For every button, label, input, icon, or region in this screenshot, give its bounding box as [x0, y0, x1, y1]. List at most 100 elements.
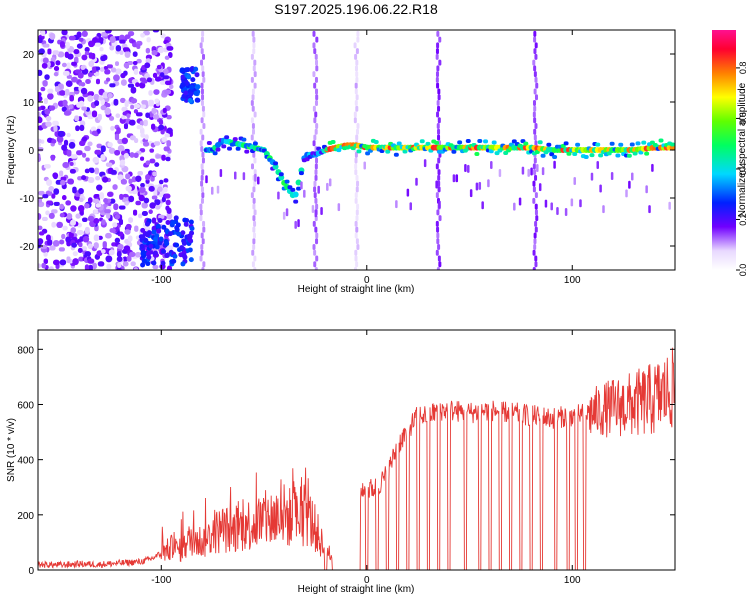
heatmap-cell [575, 142, 581, 147]
heatmap-cell [131, 176, 137, 183]
heatmap-cell [354, 53, 358, 60]
heatmap-cell [549, 152, 555, 157]
heatmap-cell [94, 167, 100, 175]
heatmap-cell [437, 174, 441, 181]
heatmap-cell [79, 124, 85, 131]
heatmap-cell [487, 179, 490, 188]
heatmap-cell [174, 227, 180, 233]
heatmap-cell [194, 72, 200, 78]
heatmap-cell [474, 152, 480, 157]
heatmap-cell [598, 153, 604, 158]
heatmap-cell [252, 238, 256, 245]
heatmap-cell [182, 217, 188, 223]
heatmap-cell [435, 53, 439, 60]
heatmap-cell [355, 238, 359, 245]
heatmap-cell [206, 141, 212, 146]
heatmap-cell [134, 104, 141, 109]
heatmap-cell [140, 251, 146, 257]
heatmap-cell [143, 119, 148, 127]
heatmap-cell [396, 141, 402, 146]
heatmap-cell [154, 244, 160, 250]
heatmap-cell [437, 88, 441, 95]
heatmap-cell [125, 173, 131, 180]
heatmap-cell [354, 197, 358, 204]
heatmap-cell [121, 115, 126, 120]
tick-label: 400 [17, 456, 34, 467]
heatmap-cell [534, 209, 538, 216]
tick-label: 20 [23, 50, 35, 61]
heatmap-cell [91, 110, 98, 118]
heatmap-cell [221, 144, 227, 149]
heatmap-cell [153, 236, 159, 242]
heatmap-cell [164, 252, 170, 258]
heatmap-cell [100, 105, 107, 111]
heatmap-cell [48, 105, 56, 111]
heatmap-cell [202, 226, 206, 233]
heatmap-cell [122, 256, 128, 262]
heatmap-cell [82, 235, 90, 243]
heatmap-cell [188, 257, 194, 263]
heatmap-cell [533, 36, 537, 43]
heatmap-cell [96, 143, 103, 149]
heatmap-cell [84, 203, 90, 209]
heatmap-cell [135, 175, 142, 183]
heatmap-cell [202, 220, 206, 227]
heatmap-cell [385, 149, 391, 154]
heatmap-cell [465, 138, 471, 143]
heatmap-cell [140, 156, 145, 161]
tick-label: 0 [28, 146, 34, 157]
heatmap-cell [53, 201, 60, 206]
heatmap-cell [164, 80, 172, 86]
heatmap-cell [61, 30, 68, 36]
heatmap-cell [415, 177, 418, 186]
heatmap-cell [483, 139, 489, 144]
heatmap-cell [152, 250, 158, 256]
heatmap-cell [47, 93, 54, 100]
heatmap-cell [69, 168, 76, 174]
heatmap-cell [436, 232, 440, 239]
heatmap-cell [205, 175, 208, 184]
heatmap-cell [84, 226, 90, 234]
heatmap-cell [464, 164, 467, 173]
heatmap-cell [66, 62, 71, 70]
heatmap-cell [356, 203, 360, 210]
heatmap-cell [284, 179, 290, 184]
heatmap-cell [84, 264, 90, 270]
heatmap-cell [59, 212, 65, 218]
heatmap-cell [84, 145, 91, 152]
heatmap-cell [648, 205, 651, 214]
heatmap-cell [117, 244, 124, 250]
heatmap-cell [544, 199, 548, 208]
heatmap-cell [42, 43, 50, 48]
heatmap-cell [164, 241, 170, 247]
tick-label: 100 [564, 575, 581, 586]
heatmap-cell [201, 105, 205, 112]
heatmap-cell [155, 154, 163, 159]
heatmap-cell [63, 139, 69, 146]
heatmap-cell [96, 250, 103, 257]
heatmap-cell [475, 182, 479, 191]
heatmap-cell [161, 136, 167, 142]
heatmap-cell [133, 209, 138, 216]
heatmap-cell [41, 216, 48, 222]
heatmap-cell [438, 36, 442, 43]
heatmap-cell [438, 215, 442, 222]
heatmap-cell [202, 261, 206, 268]
heatmap-cell [393, 152, 399, 157]
heatmap-cell [38, 225, 43, 231]
heatmap-cell [295, 179, 302, 186]
heatmap-cell [534, 76, 538, 83]
heatmap-cell [130, 98, 138, 104]
heatmap-cell [140, 104, 147, 109]
heatmap-cell [313, 48, 317, 55]
heatmap-cell [65, 41, 70, 49]
heatmap-cell [278, 172, 284, 177]
heatmap-cell [670, 142, 675, 147]
heatmap-cell [121, 137, 129, 144]
heatmap-cell [534, 42, 538, 49]
heatmap-cell [59, 239, 65, 245]
heatmap-cell [144, 73, 150, 79]
heatmap-cell [573, 176, 576, 185]
heatmap-cell [187, 247, 193, 253]
